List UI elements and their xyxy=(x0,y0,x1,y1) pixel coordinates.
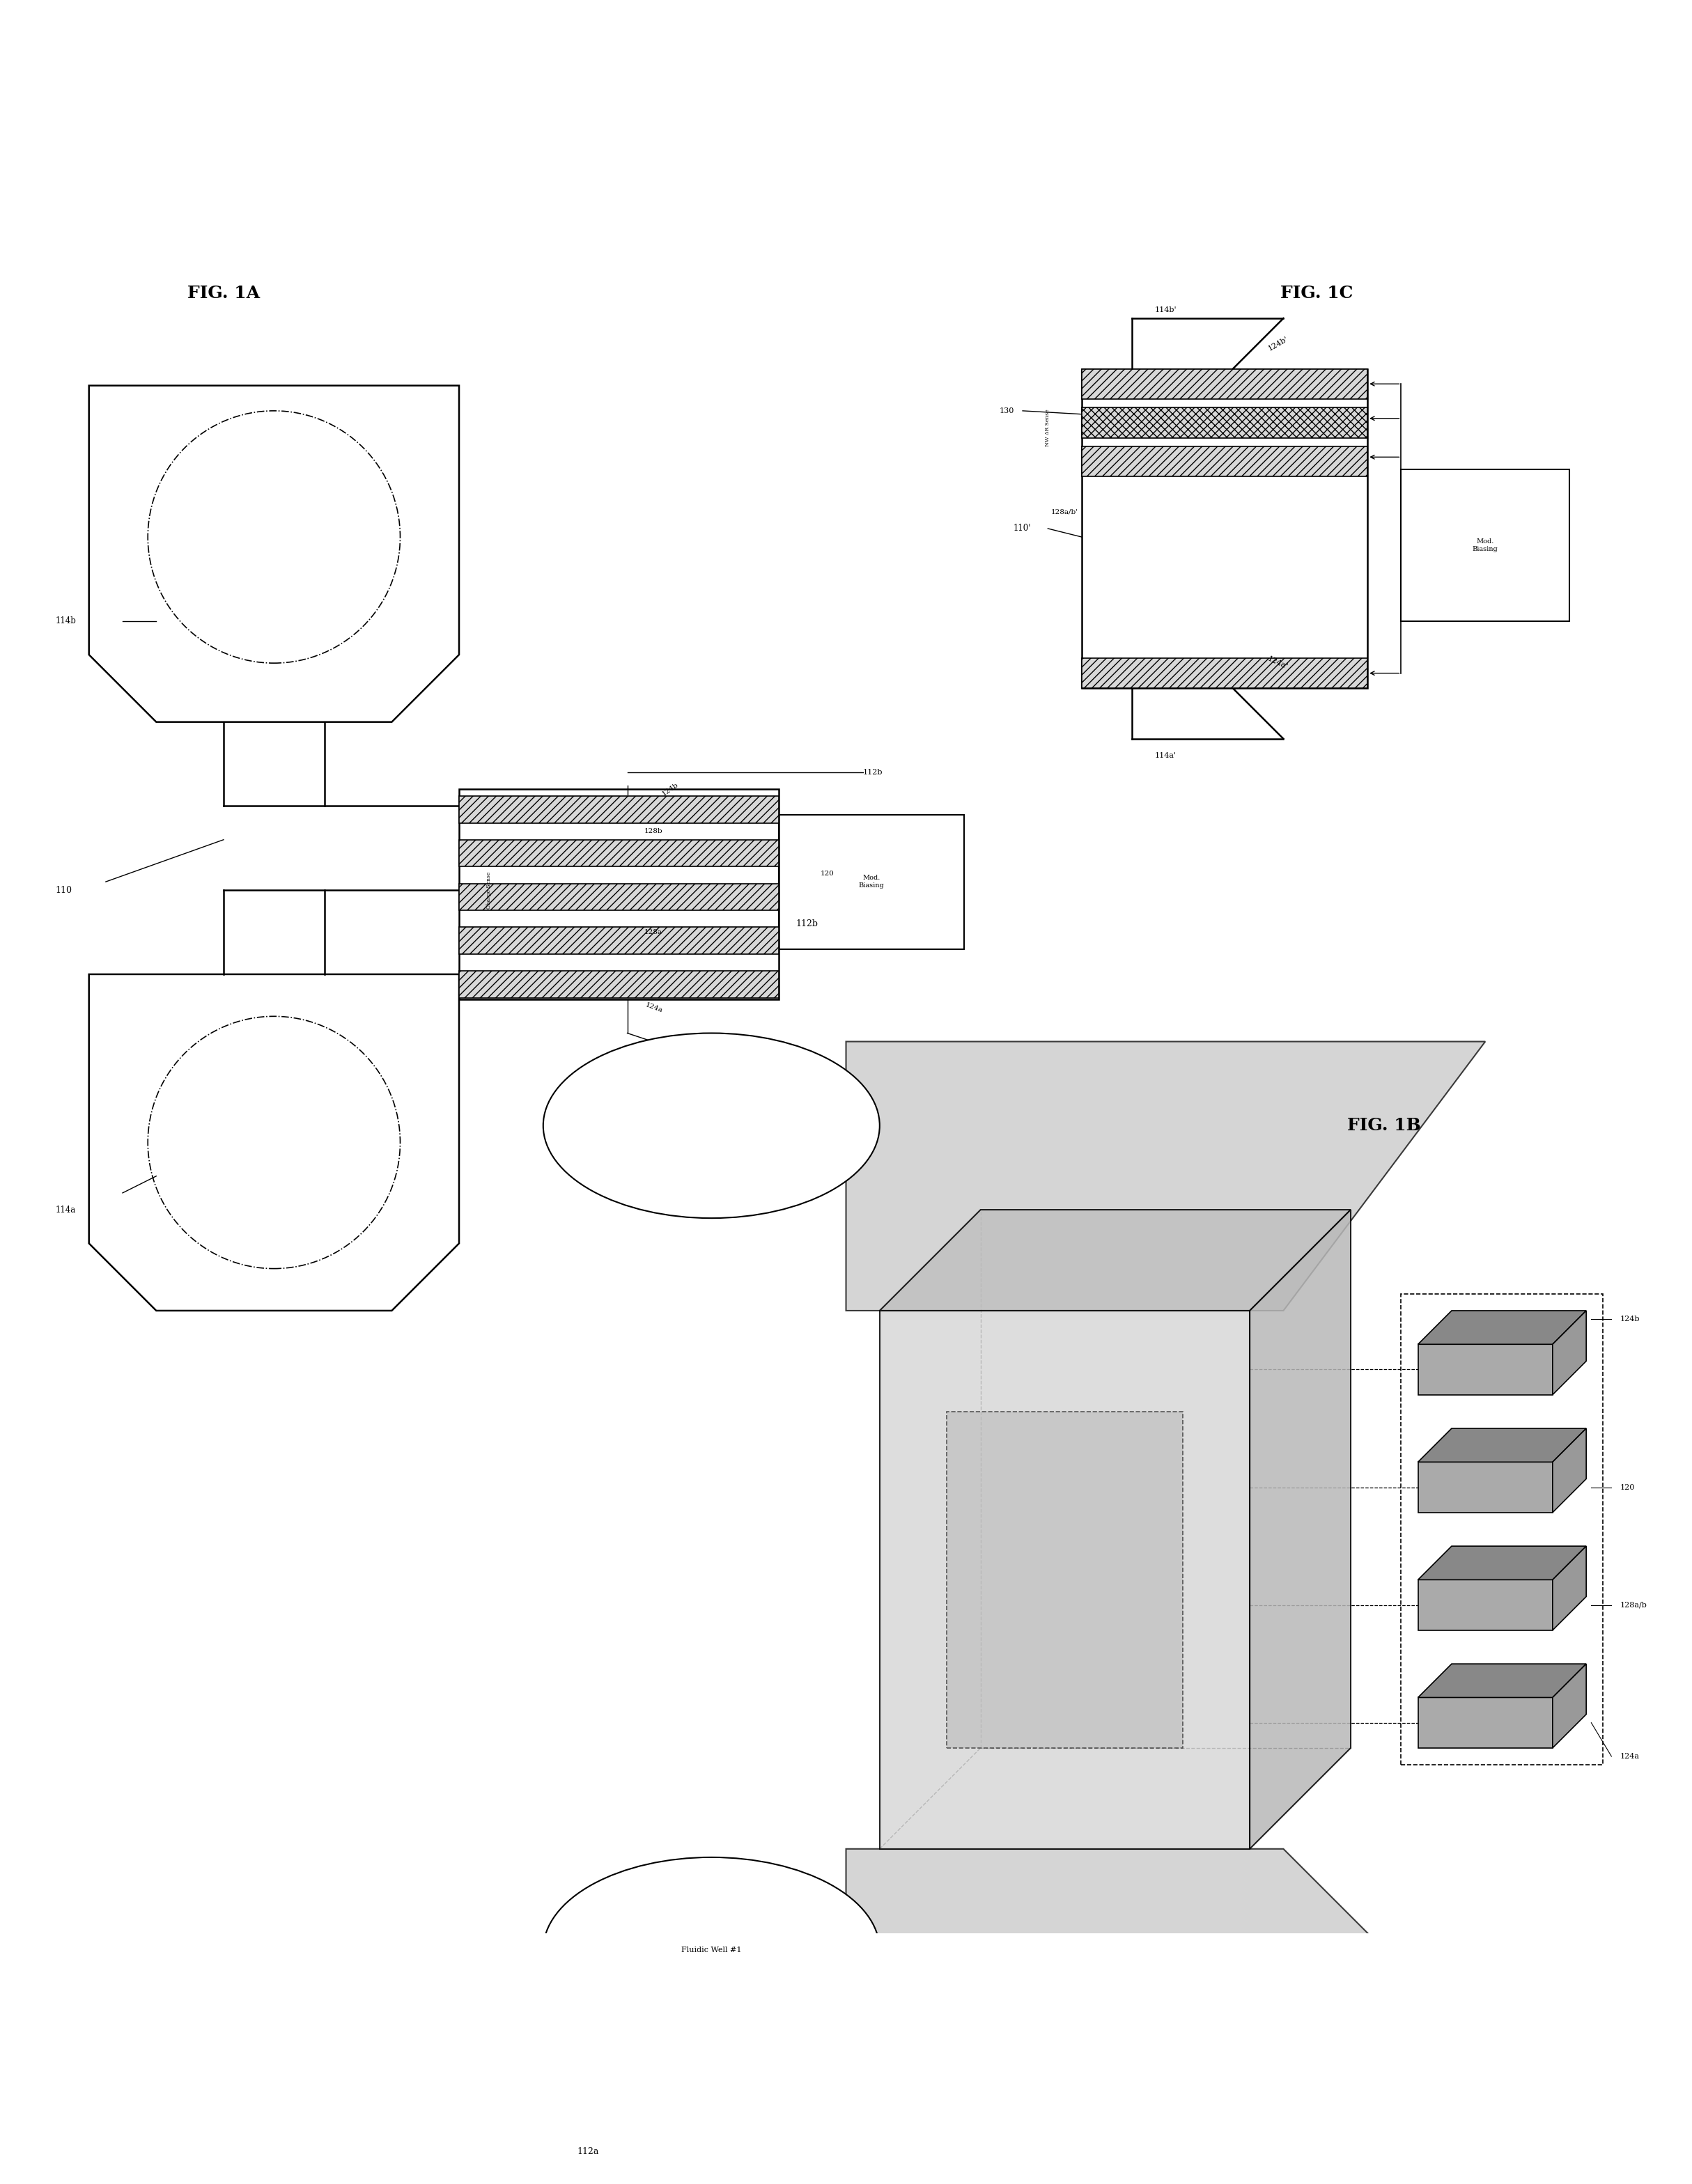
Text: 128a/b': 128a/b' xyxy=(1051,509,1078,515)
Bar xyxy=(1418,1461,1553,1514)
Text: 112a: 112a xyxy=(678,1046,697,1053)
Text: FIG. 1C: FIG. 1C xyxy=(1281,284,1354,301)
Text: 130: 130 xyxy=(1000,408,1014,415)
Polygon shape xyxy=(1553,1428,1585,1514)
Text: 124a: 124a xyxy=(1619,1754,1640,1760)
Bar xyxy=(1418,1697,1553,1747)
Text: 120: 120 xyxy=(821,869,834,876)
Bar xyxy=(1081,446,1367,476)
Text: 112b: 112b xyxy=(795,919,817,928)
Bar xyxy=(1081,408,1367,437)
Text: 112a: 112a xyxy=(577,2147,599,2156)
Text: 114a': 114a' xyxy=(1156,751,1176,760)
Bar xyxy=(459,928,778,954)
Text: 114b: 114b xyxy=(56,616,76,625)
Polygon shape xyxy=(1418,1310,1585,1345)
Polygon shape xyxy=(1250,1210,1350,1850)
Text: FIG. 1B: FIG. 1B xyxy=(1347,1118,1421,1133)
Text: 124b: 124b xyxy=(1619,1315,1640,1324)
Text: 128a/b: 128a/b xyxy=(1619,1601,1646,1607)
Text: 128b: 128b xyxy=(645,828,663,834)
Text: 114a: 114a xyxy=(56,1206,76,1214)
Bar xyxy=(880,1310,1250,1850)
Bar xyxy=(778,815,964,950)
Text: Mod.
Biasing: Mod. Biasing xyxy=(1472,539,1497,553)
Text: 124a: 124a xyxy=(645,1002,663,1013)
Text: NW ΔR Sense: NW ΔR Sense xyxy=(1046,408,1051,446)
Bar xyxy=(1081,369,1367,400)
Polygon shape xyxy=(880,1210,1350,1310)
Bar xyxy=(1081,369,1367,688)
Text: Fluidic Well #1: Fluidic Well #1 xyxy=(682,1946,741,1952)
Bar xyxy=(1401,1293,1602,1765)
Text: 110': 110' xyxy=(1014,524,1030,533)
Ellipse shape xyxy=(543,1856,880,2042)
Text: 114b': 114b' xyxy=(1154,306,1176,312)
Text: 124b': 124b' xyxy=(1267,334,1289,352)
Bar xyxy=(1418,1345,1553,1396)
Text: 120: 120 xyxy=(1619,1483,1634,1492)
Text: Charge Sense: Charge Sense xyxy=(487,871,492,909)
Text: 112b: 112b xyxy=(863,769,883,775)
Bar xyxy=(459,972,778,998)
Ellipse shape xyxy=(543,1033,880,1219)
Text: Fluidic Well #2: Fluidic Well #2 xyxy=(682,1123,741,1129)
Text: 124a': 124a' xyxy=(1267,655,1289,670)
Bar xyxy=(948,1411,1183,1747)
Polygon shape xyxy=(1553,1664,1585,1747)
Polygon shape xyxy=(90,974,459,1310)
Text: 128a: 128a xyxy=(645,928,662,935)
Bar xyxy=(459,795,778,823)
Polygon shape xyxy=(1418,1428,1585,1461)
Polygon shape xyxy=(90,387,459,723)
Bar xyxy=(459,788,778,1000)
Bar xyxy=(459,885,778,911)
Polygon shape xyxy=(1418,1546,1585,1579)
Text: 110: 110 xyxy=(56,887,73,895)
Bar xyxy=(459,839,778,867)
Bar xyxy=(1081,657,1367,688)
Polygon shape xyxy=(846,1850,1486,2051)
Polygon shape xyxy=(846,1042,1486,1310)
Polygon shape xyxy=(1553,1546,1585,1629)
Text: Mod.
Biasing: Mod. Biasing xyxy=(858,876,883,889)
Polygon shape xyxy=(1418,1664,1585,1697)
Text: 124b: 124b xyxy=(662,782,680,797)
Polygon shape xyxy=(1553,1310,1585,1396)
Bar xyxy=(1401,470,1570,620)
Text: FIG. 1A: FIG. 1A xyxy=(188,284,261,301)
Bar xyxy=(1418,1579,1553,1629)
